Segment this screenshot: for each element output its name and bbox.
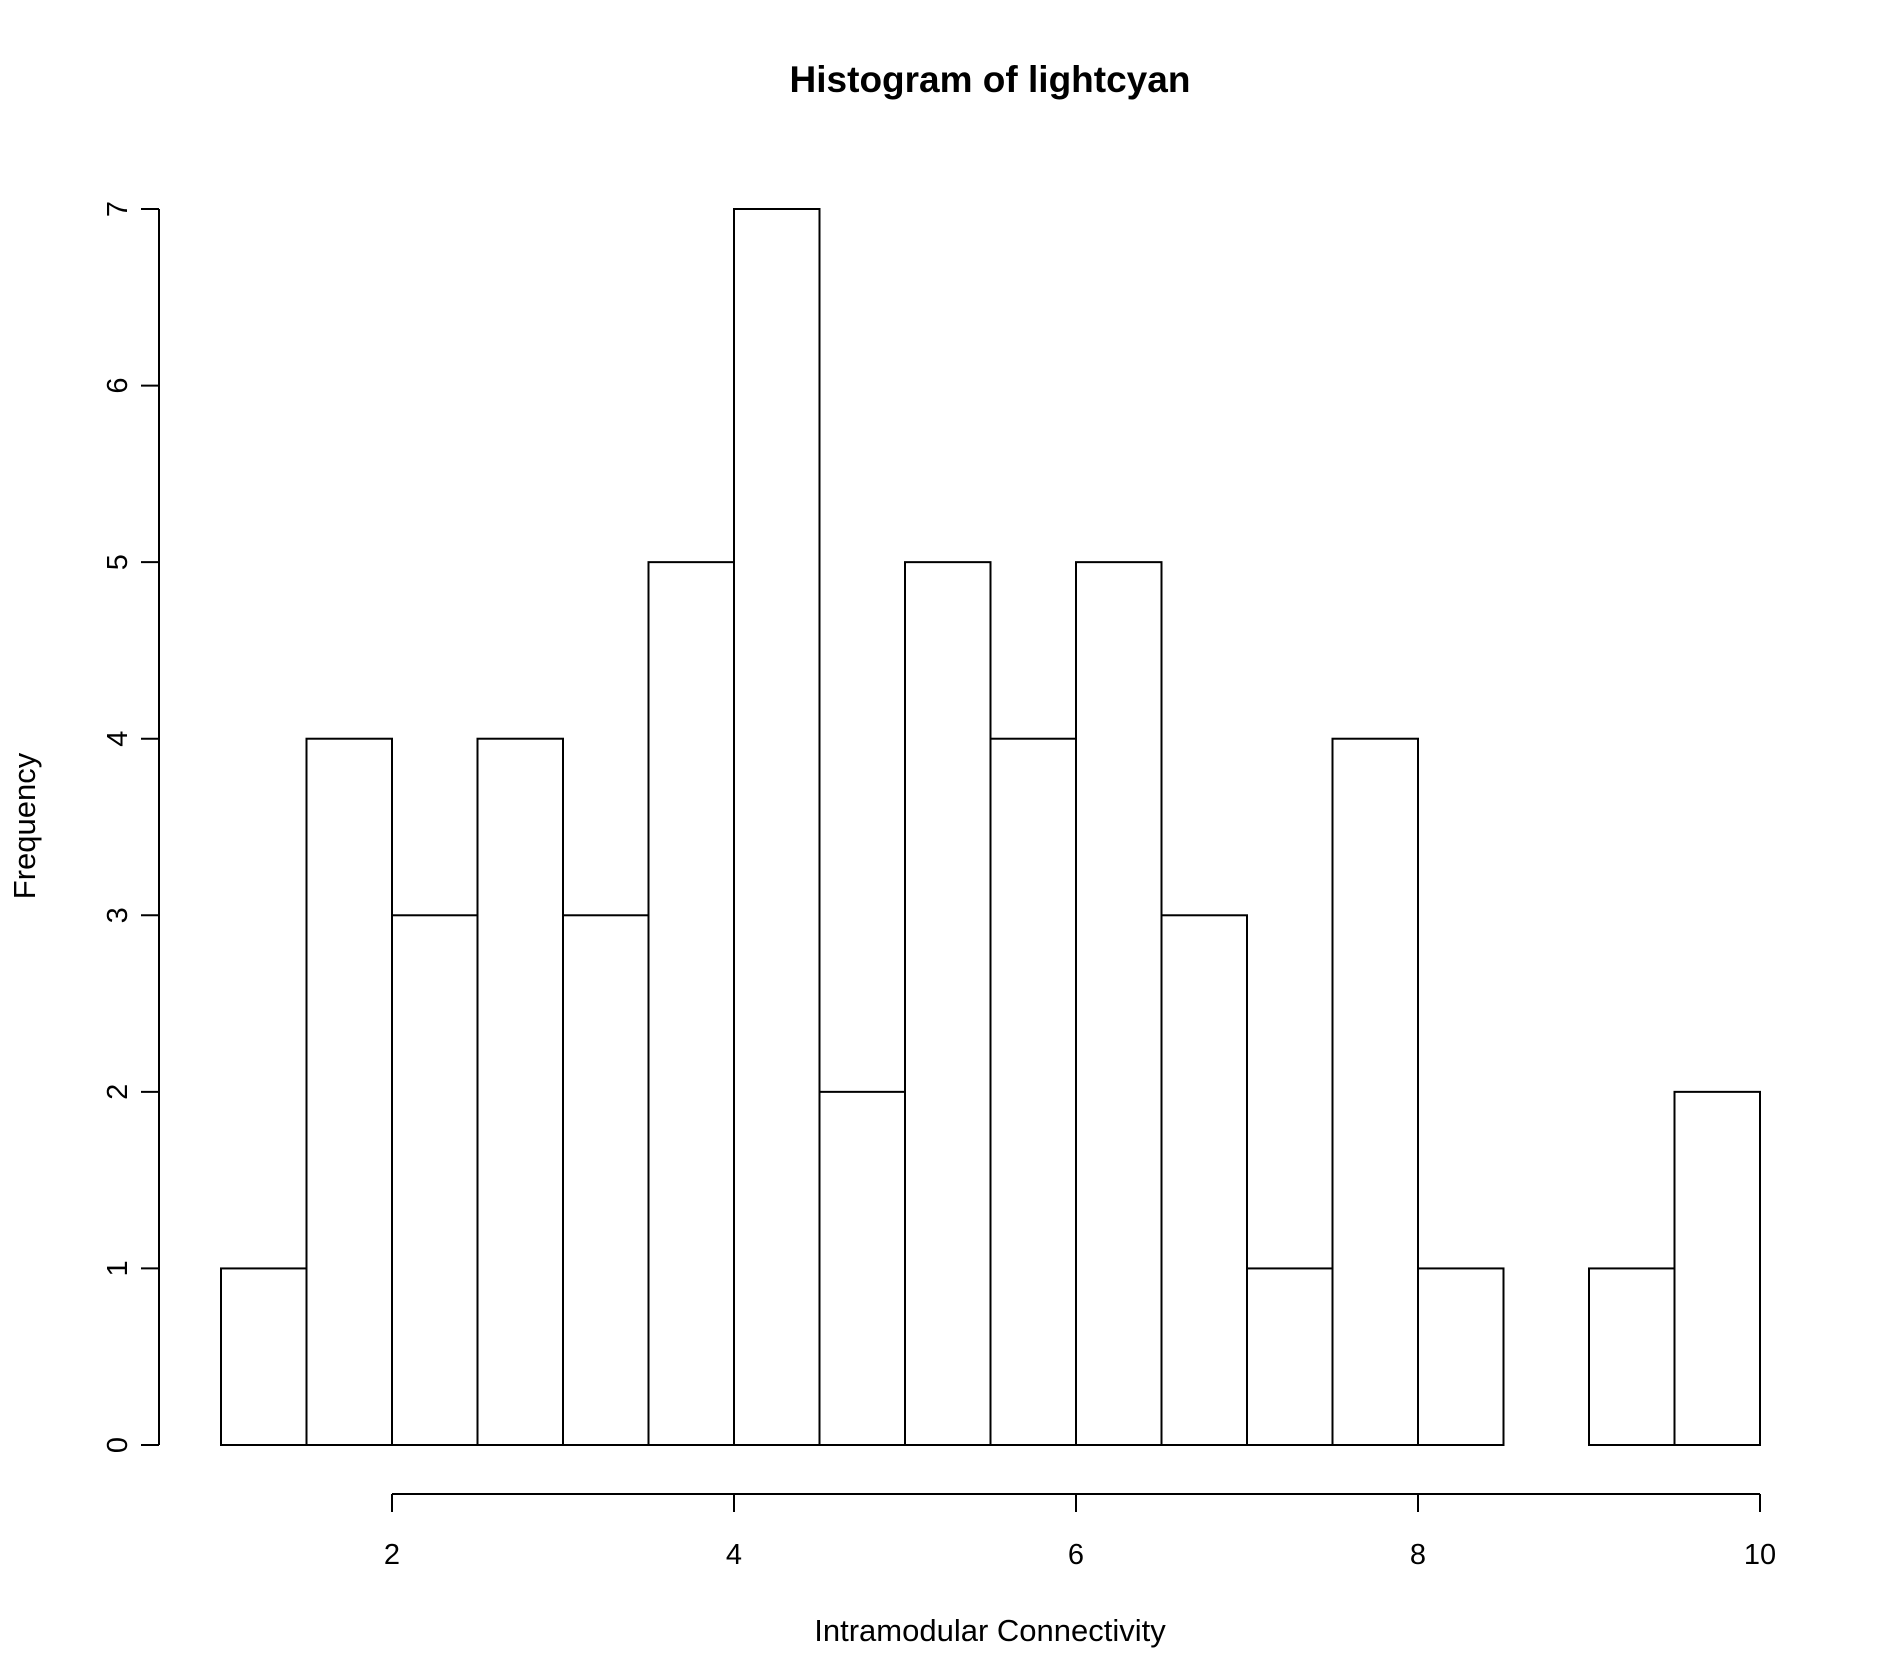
- x-tick-label-10: 10: [1744, 1539, 1776, 1571]
- histogram-bar-11: [1160, 914, 1248, 1446]
- histogram-bar-12: [1246, 1267, 1334, 1447]
- histogram-bar-1: [305, 737, 393, 1446]
- histogram-bar-2: [391, 914, 479, 1446]
- y-tick-label-0: 0: [102, 1437, 134, 1453]
- histogram-bar-9: [989, 737, 1077, 1446]
- y-tick-label-6: 6: [102, 378, 134, 394]
- y-axis-title: Frequency: [7, 752, 42, 899]
- x-axis: 2 4 6 8 10: [384, 1493, 1776, 1571]
- x-tick-label-2: 2: [384, 1539, 400, 1571]
- bars-group: [220, 208, 1761, 1447]
- histogram-bar-5: [647, 561, 735, 1446]
- x-tick-label-8: 8: [1410, 1539, 1426, 1571]
- histogram-bar-10: [1075, 561, 1163, 1446]
- histogram-bar-3: [476, 737, 564, 1446]
- y-tick-label-2: 2: [102, 1084, 134, 1100]
- histogram-bar-14: [1417, 1267, 1505, 1447]
- x-axis-title: Intramodular Connectivity: [814, 1613, 1166, 1648]
- y-tick-label-3: 3: [102, 907, 134, 923]
- chart-title: Histogram of lightcyan: [790, 59, 1191, 100]
- x-tick-label-4: 4: [726, 1539, 742, 1571]
- y-tick-label-7: 7: [102, 201, 134, 217]
- histogram-bar-4: [562, 914, 650, 1446]
- y-tick-label-4: 4: [102, 731, 134, 747]
- y-tick-label-1: 1: [102, 1260, 134, 1276]
- histogram-bar-7: [818, 1090, 906, 1447]
- histogram-bar-0: [220, 1267, 308, 1447]
- histogram-bar-6: [733, 208, 821, 1446]
- histogram-bar-8: [904, 561, 992, 1446]
- y-axis: 0 1 2 3 4 5 6 7: [102, 201, 160, 1453]
- histogram-bar-16: [1588, 1267, 1676, 1447]
- x-tick-label-6: 6: [1068, 1539, 1084, 1571]
- histogram-bar-17: [1673, 1090, 1761, 1447]
- histogram-bar-13: [1331, 737, 1419, 1446]
- y-tick-label-5: 5: [102, 554, 134, 570]
